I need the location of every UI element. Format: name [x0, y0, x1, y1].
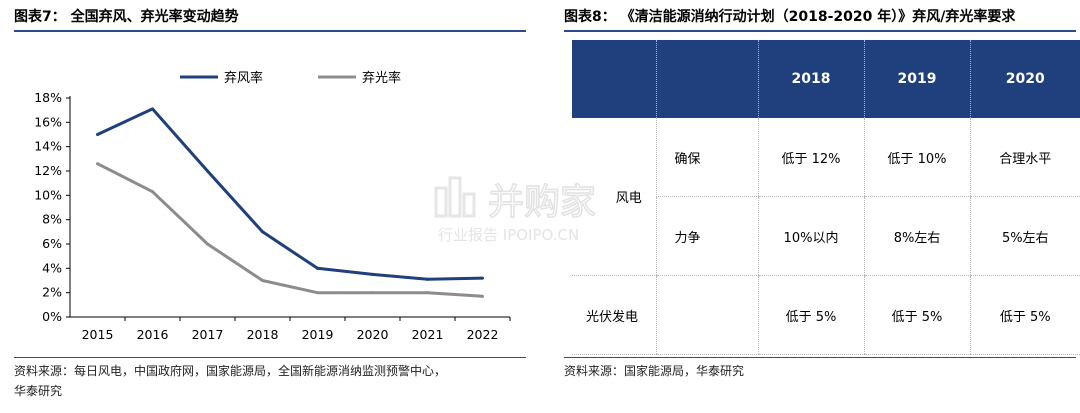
y-tick-label: 8%	[42, 212, 62, 227]
data-point-solar	[426, 291, 429, 295]
series-line-solar	[96, 162, 483, 298]
cell-solar-2019: 低于 5%	[863, 275, 970, 355]
data-point-solar	[206, 242, 209, 246]
title-rule	[14, 30, 526, 32]
x-tick-label: 2018	[247, 327, 279, 342]
table-row: 光伏发电 低于 5% 低于 5% 低于 5%	[572, 275, 1080, 355]
cell-strive-2020: 5%左右	[969, 196, 1080, 276]
data-point-wind	[371, 272, 374, 276]
data-point-wind	[481, 276, 484, 280]
data-point-solar	[96, 162, 99, 166]
cell-ensure-2018: 低于 12%	[757, 118, 864, 197]
source-rule	[14, 357, 526, 358]
y-tick-label: 18%	[34, 90, 62, 105]
cell-strive-2018: 10%以内	[757, 196, 864, 276]
header-cell-sub	[655, 40, 758, 118]
y-tick-label: 0%	[42, 309, 62, 324]
x-tick-label: 2016	[137, 327, 169, 342]
header-cell-2018: 2018	[757, 40, 864, 118]
cell-solar-2018: 低于 5%	[757, 275, 864, 355]
left-panel: 图表7： 全国弃风、弃光率变动趋势 0% 2% 4% 6% 8% 10% 12% 14% 16%…	[0, 0, 530, 413]
series-line-wind	[96, 107, 483, 281]
table-source: 资料来源：国家能源局，华泰研究	[564, 364, 745, 378]
x-tick-label: 2022	[467, 327, 499, 342]
data-point-wind	[261, 230, 264, 234]
header-cell-2020: 2020	[969, 40, 1080, 118]
legend-label: 弃风率	[224, 70, 263, 86]
y-tick-label: 2%	[42, 285, 62, 300]
y-tick-label: 16%	[34, 114, 62, 129]
table-row: 风电 确保 低于 12% 低于 10% 合理水平	[572, 118, 1080, 276]
row-sub-strive: 力争	[655, 196, 758, 276]
x-tick-label: 2015	[82, 327, 114, 342]
chart-source-line-2: 华泰研究	[14, 384, 63, 398]
cell-ensure-2020: 合理水平	[969, 118, 1080, 197]
data-point-solar	[481, 294, 484, 298]
chart-source: 资料来源：每日风电，中国政府网，国家能源局，全国新能源消纳监测预警中心， 华泰研…	[14, 361, 446, 401]
row-category-wind: 风电	[572, 118, 656, 276]
table-source-rule	[564, 357, 1076, 358]
data-point-solar	[371, 291, 374, 295]
table-figure-title: 图表8： 《清洁能源消纳行动计划（2018-2020 年）》弃风/弃光率要求	[564, 9, 1016, 25]
table-title-rule	[564, 30, 1076, 32]
cell-ensure-2019: 低于 10%	[863, 118, 970, 197]
y-tick-label: 6%	[42, 236, 62, 251]
table-header-row: 2018 2019 2020	[572, 40, 1080, 118]
x-tick-label: 2021	[412, 327, 444, 342]
data-point-wind	[96, 133, 99, 136]
y-tick-label: 10%	[34, 187, 62, 202]
target-table: 2018 2019 2020 风电 确保 低于 12% 低于 10% 合理水平 …	[572, 40, 1080, 355]
header-cell-category	[572, 40, 656, 118]
chart-source-line-1: 资料来源：每日风电，中国政府网，国家能源局，全国新能源消纳监测预警中心，	[14, 364, 447, 378]
data-point-solar	[316, 291, 319, 295]
row-sub-ensure: 确保	[655, 118, 758, 197]
y-tick-label: 4%	[42, 260, 62, 275]
line-chart: 0% 2% 4% 6% 8% 10% 12% 14% 16% 18% 2015 2016 2017 201…	[34, 70, 511, 342]
cell-solar-2020: 低于 5%	[969, 275, 1080, 355]
data-point-solar	[151, 190, 154, 194]
y-tick-label: 14%	[34, 139, 62, 154]
data-point-wind	[151, 107, 154, 111]
y-tick-label: 12%	[34, 163, 62, 178]
header-cell-2019: 2019	[863, 40, 970, 118]
data-point-wind	[426, 277, 429, 281]
legend-label: 弃光率	[362, 70, 401, 86]
row-category-solar: 光伏发电	[572, 275, 656, 355]
chart-figure-title: 图表7： 全国弃风、弃光率变动趋势	[14, 9, 239, 25]
x-tick-label: 2017	[192, 327, 224, 342]
x-tick-label: 2020	[357, 327, 389, 342]
data-point-wind	[206, 169, 209, 173]
x-tick-label: 2019	[302, 327, 334, 342]
data-point-wind	[316, 266, 319, 270]
table-row: 力争 10%以内 8%左右 5%左右	[572, 196, 1080, 276]
right-panel: 图表8： 《清洁能源消纳行动计划（2018-2020 年）》弃风/弃光率要求 2…	[560, 0, 1080, 413]
cell-strive-2019: 8%左右	[863, 196, 970, 276]
data-point-solar	[261, 279, 264, 282]
row-sub-solar	[655, 275, 758, 355]
